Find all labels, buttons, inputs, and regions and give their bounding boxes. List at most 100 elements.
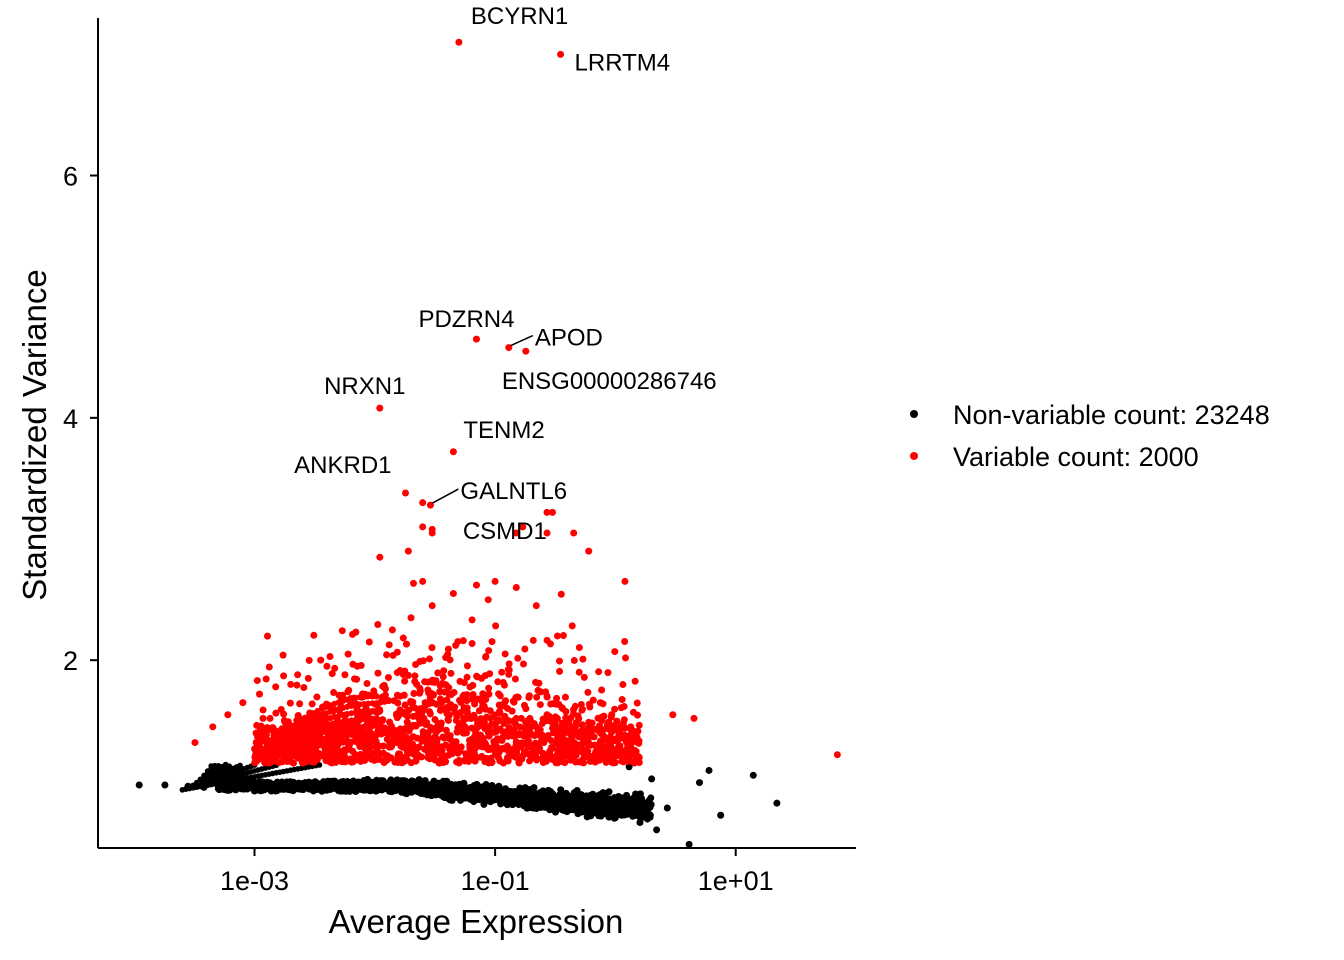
variable-point: [380, 681, 388, 689]
gene-label: ENSG00000286746: [502, 368, 717, 395]
variable-point: [347, 755, 355, 763]
variable-point: [360, 693, 367, 700]
variable-point: [437, 719, 445, 727]
variable-point: [459, 729, 467, 737]
variable-point: [271, 754, 279, 762]
non-variable-point: [362, 777, 370, 785]
non-variable-point: [543, 800, 551, 808]
variable-point: [619, 681, 627, 689]
variable-point: [446, 732, 454, 740]
variable-point: [570, 529, 578, 537]
variable-point: [495, 745, 503, 753]
variable-point: [286, 757, 294, 765]
variable-point: [410, 689, 418, 697]
variable-point: [449, 590, 457, 598]
non-variable-point: [717, 811, 725, 819]
variable-point: [520, 701, 528, 709]
variable-point: [611, 648, 619, 656]
variable-point: [444, 705, 452, 713]
variable-point: [575, 668, 583, 676]
variable-point: [452, 716, 460, 724]
variable-point: [589, 733, 597, 741]
non-variable-point: [208, 763, 215, 769]
variable-point: [485, 647, 493, 655]
variable-point: [418, 717, 426, 725]
variable-points: [191, 38, 841, 767]
variable-point: [256, 726, 264, 734]
variable-point: [485, 759, 493, 767]
variable-point: [294, 711, 302, 719]
non-variable-point: [620, 811, 628, 819]
variable-point: [287, 680, 295, 688]
variable-point: [403, 718, 411, 726]
variable-point: [251, 754, 258, 761]
variable-point: [537, 688, 545, 696]
non-variable-point: [161, 781, 169, 789]
variable-point: [511, 675, 519, 683]
non-variable-point: [277, 780, 285, 788]
non-variable-point: [370, 785, 378, 793]
variable-point: [357, 757, 365, 765]
variable-point: [383, 756, 391, 764]
variable-point: [635, 721, 643, 729]
non-variable-point: [633, 797, 641, 805]
variable-point: [615, 742, 623, 750]
y-axis-title: Standardized Variance: [16, 269, 53, 600]
variable-point: [383, 735, 391, 743]
variable-point: [621, 757, 629, 765]
variable-point: [418, 708, 426, 716]
variable-point: [351, 675, 359, 683]
variable-point: [335, 691, 343, 699]
non-variable-point: [596, 805, 604, 813]
non-variable-point: [403, 782, 411, 790]
variable-point: [431, 716, 439, 724]
variable-point: [255, 750, 262, 757]
variable-point: [456, 677, 464, 685]
variable-point: [296, 700, 304, 708]
non-variable-points: [135, 761, 781, 848]
variable-point: [373, 738, 380, 745]
variable-point: [360, 731, 367, 738]
non-variable-point: [353, 784, 361, 792]
non-variable-point: [629, 812, 637, 820]
non-variable-point: [448, 788, 456, 796]
variable-point: [388, 742, 396, 750]
variable-point: [611, 705, 619, 713]
variable-point: [276, 731, 283, 738]
non-variable-point: [323, 786, 331, 794]
variable-point: [626, 751, 634, 759]
variable-point: [494, 678, 502, 686]
variable-point: [496, 757, 504, 765]
gene-label: GALNTL6: [460, 478, 567, 505]
non-variable-point: [423, 783, 431, 791]
variable-point: [411, 678, 419, 686]
variable-point: [571, 702, 579, 710]
variable-point: [348, 630, 356, 638]
variable-point: [631, 736, 639, 744]
labeled-gene-point: [519, 523, 527, 531]
variable-point: [433, 739, 441, 747]
variable-point: [445, 751, 453, 759]
variable-point: [546, 747, 554, 755]
non-variable-point: [551, 793, 559, 801]
variable-point: [397, 742, 405, 750]
variable-point: [575, 733, 583, 741]
variable-point: [304, 674, 312, 682]
variable-point: [536, 701, 544, 709]
non-variable-point: [387, 776, 395, 784]
non-variable-point: [482, 781, 490, 789]
variable-point: [479, 690, 487, 698]
variable-point: [313, 693, 321, 701]
variable-point: [523, 717, 531, 725]
variable-point: [488, 638, 496, 646]
x-axis-title: Average Expression: [329, 903, 624, 940]
non-variable-point: [456, 786, 464, 794]
variable-point: [529, 731, 537, 739]
gene-label: PDZRN4: [418, 306, 514, 333]
variable-point: [533, 693, 541, 701]
variable-point: [440, 688, 448, 696]
variable-point: [561, 693, 569, 701]
variable-point: [553, 632, 561, 640]
variable-point: [367, 753, 375, 761]
variable-point: [369, 707, 376, 714]
